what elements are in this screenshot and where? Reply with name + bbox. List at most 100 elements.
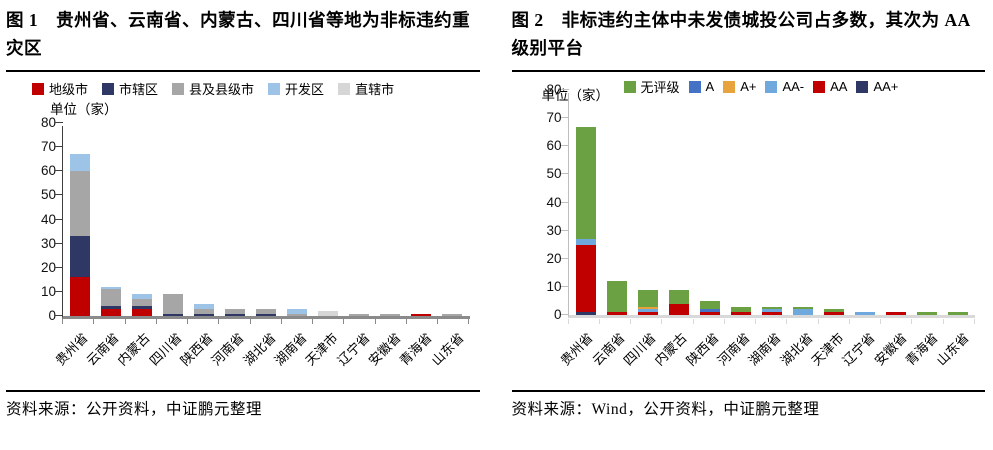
figure-2-x-axis-ticks [567,319,976,324]
y-tick-label: 0 [48,308,56,323]
stacked-bar [699,300,720,315]
bar-河南省 [725,306,756,315]
y-tick-label: 80 [546,82,562,97]
bar-segment-市辖区 [70,236,91,278]
legend-label: AA [830,79,848,94]
legend-label: AA+ [873,79,899,94]
bar-segment-县及县级市 [287,313,308,316]
x-axis-label: 贵州省 [557,330,596,369]
bar-山东省 [942,312,973,315]
x-tick [251,319,282,324]
legend-item: 无评级 [623,77,680,96]
x-tick [756,319,788,324]
bar-segment-AA [730,312,751,315]
figure-1-title-divider [6,70,480,72]
bar-segment-AA [668,303,689,315]
bar-segment-县及县级市 [70,171,91,237]
bar-segment-无评级 [947,312,968,315]
y-tick-mark [560,314,569,315]
bar-segment-AA+ [575,312,596,315]
figure-2-plot-area [560,89,975,318]
x-tick [157,319,189,324]
bar-segment-开发区 [287,308,308,314]
bar-segment-无评级 [575,126,596,240]
y-tick-mark [55,242,63,244]
y-tick-label: 10 [546,278,562,294]
x-tick [282,319,314,324]
stacked-bar [225,308,246,316]
bar-segment-无评级 [916,312,937,315]
bar-segment-市辖区 [256,313,277,316]
figure-2-legend: 无评级 A A+ AA- AA AA+ [623,77,898,96]
x-tick [600,319,632,324]
bar-segment-AA- [792,309,813,315]
x-tick [63,319,95,324]
bar-辽宁省 [849,312,880,315]
stacked-bar [411,313,432,316]
bar-segment-AA [823,312,844,315]
y-tick-label: 50 [546,166,562,182]
report-figures-row: 图 1 贵州省、云南省、内蒙古、四川省等地为非标违约重灾区 地级市 市辖区 县及县级… [6,10,986,418]
bar-segment-无评级 [637,289,658,307]
x-tick [126,319,157,324]
figure-1-source-divider [6,390,480,392]
figure-1-title: 图 1 贵州省、云南省、内蒙古、四川省等地为非标违约重灾区 [6,10,471,58]
bar-segment-无评级 [792,306,813,310]
x-tick [94,319,126,324]
legend-item: A+ [723,79,756,94]
figure-1-chart: 地级市 市辖区 县及县级市 开发区 直辖市 单位（家） 0 10 20 30 40 50 60 70 8… [6,72,480,390]
x-tick [344,319,376,324]
stacked-bar [637,289,658,315]
bar-segment-地级市 [411,313,432,316]
y-tick-label: 50 [40,187,56,203]
x-tick [188,319,220,324]
y-tick-mark [55,266,63,268]
y-tick-mark [55,290,63,292]
legend-item: AA- [765,79,804,94]
legend-item: 地级市 [32,79,88,98]
legend-label: 无评级 [640,80,680,95]
bar-segment-开发区 [194,303,215,309]
y-tick-label: 0 [553,307,562,322]
x-tick [569,319,600,324]
bar-segment-开发区 [101,287,122,290]
x-tick [313,319,345,324]
bar-山东省 [437,313,468,316]
bar-segment-无评级 [730,306,751,313]
bar-segment-县及县级市 [163,294,184,314]
stacked-bar [885,312,906,315]
y-tick-mark [55,194,63,196]
y-tick-mark [55,315,63,316]
bar-segment-县及县级市 [194,308,215,314]
bar-segment-无评级 [699,300,720,310]
y-tick-mark [560,257,569,259]
stacked-bar [947,312,968,315]
x-tick [407,319,439,324]
bar-segment-无评级 [823,309,844,313]
bar-segment-县及县级市 [442,313,463,316]
legend-item: AA+ [856,79,898,94]
y-tick-label: 30 [546,222,562,238]
bar-segment-市辖区 [163,313,184,316]
y-tick-mark [55,146,63,148]
x-tick [631,319,663,324]
bar-湖北省 [787,306,818,315]
figure-2-chart: 无评级 A A+ AA- AA AA+ 单位（家） 0 10 20 30 40 50 60 70 80 贵… [512,72,986,390]
legend-label: 地级市 [49,82,89,97]
bar-segment-AA- [854,312,875,315]
bar-segment-开发区 [70,154,91,172]
legend-item: 市辖区 [102,79,158,98]
bar-segment-市辖区 [101,306,122,309]
y-tick-mark [560,285,569,287]
legend-label: 直辖市 [355,82,395,97]
bar-四川省 [632,289,663,315]
legend-swatch-icon [32,82,44,95]
y-tick-mark [560,117,569,119]
y-tick-mark [560,201,569,203]
bar-segment-开发区 [132,294,153,300]
figure-2-title: 图 2 非标违约主体中未发债城投公司占多数，其次为 AA 级别平台 [511,10,970,58]
bar-云南省 [96,287,127,316]
bar-湖南省 [282,308,313,316]
bar-青海省 [406,313,437,316]
bar-segment-无评级 [606,281,627,313]
